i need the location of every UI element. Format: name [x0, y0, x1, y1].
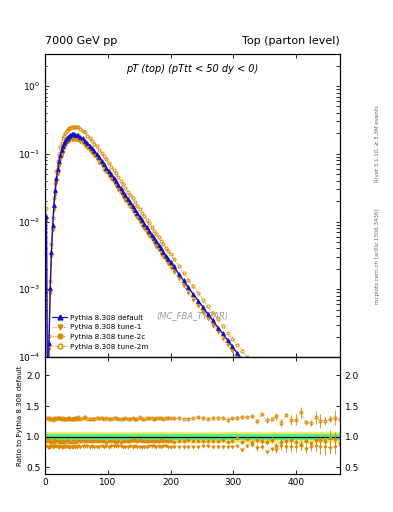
Text: pT (top) (pTtt < 50 dy < 0): pT (top) (pTtt < 50 dy < 0) [127, 65, 259, 74]
Y-axis label: Ratio to Pythia 8.308 default: Ratio to Pythia 8.308 default [17, 365, 23, 465]
Text: mcplots.cern.ch [arXiv:1306.3436]: mcplots.cern.ch [arXiv:1306.3436] [375, 208, 380, 304]
Text: (MC_FBA_TTBAR): (MC_FBA_TTBAR) [156, 312, 229, 321]
Text: Rivet 3.1.10, ≥ 3.3M events: Rivet 3.1.10, ≥ 3.3M events [375, 105, 380, 182]
Text: 7000 GeV pp: 7000 GeV pp [45, 36, 118, 46]
Legend: Pythia 8.308 default, Pythia 8.308 tune-1, Pythia 8.308 tune-2c, Pythia 8.308 tu: Pythia 8.308 default, Pythia 8.308 tune-… [50, 312, 151, 352]
Text: Top (parton level): Top (parton level) [242, 36, 340, 46]
